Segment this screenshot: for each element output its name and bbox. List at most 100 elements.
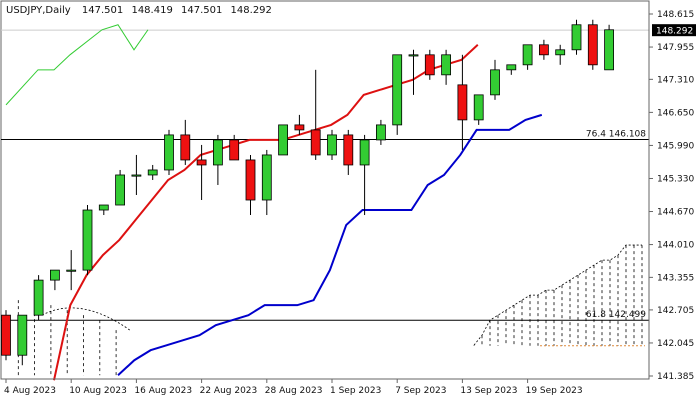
candle — [164, 129, 174, 175]
candle — [17, 314, 28, 366]
y-tick-label: 146.650 — [657, 108, 694, 118]
candle — [310, 69, 321, 160]
y-tick-label: 141.385 — [657, 372, 694, 382]
y-tick-label: 142.045 — [657, 339, 694, 349]
y-tick-label: 142.705 — [657, 306, 694, 316]
candle-body — [50, 269, 60, 281]
candle-body — [147, 169, 158, 176]
candle-body — [392, 54, 403, 126]
candle — [229, 134, 240, 161]
candle-body — [229, 139, 240, 161]
x-tick-label: 28 Aug 2023 — [265, 386, 323, 396]
fib-level-label: 76.4 146.108 — [586, 130, 646, 140]
x-tick-label: 4 Aug 2023 — [4, 386, 56, 396]
candle — [115, 169, 125, 206]
candle-body — [1, 314, 11, 356]
candle-body — [261, 154, 272, 201]
candle — [604, 24, 614, 71]
candle — [359, 134, 370, 216]
x-tick-label: 22 Aug 2023 — [200, 386, 258, 396]
candle-body — [457, 84, 468, 121]
candle-body — [115, 174, 125, 206]
candle-body — [131, 174, 142, 177]
candle-body — [196, 159, 207, 166]
candle — [587, 19, 598, 70]
x-tick-label: 10 Aug 2023 — [69, 386, 127, 396]
candle — [98, 204, 109, 216]
candle-body — [522, 44, 533, 66]
candle-body — [294, 124, 305, 131]
candle — [571, 19, 582, 55]
candle-body — [408, 54, 419, 57]
candle-body — [278, 124, 289, 156]
candle — [506, 64, 517, 75]
indicator-lines — [5, 24, 543, 381]
y-tick-label: 145.990 — [657, 141, 694, 151]
x-tick-label: 19 Sep 2023 — [526, 386, 583, 396]
lagging-span-line — [5, 24, 149, 106]
candle-body — [310, 129, 321, 156]
candle-body — [82, 209, 93, 271]
candle — [66, 250, 77, 291]
current-price-label: 148.292 — [656, 27, 693, 37]
y-tick-label: 144.010 — [657, 241, 694, 251]
candle — [490, 59, 500, 100]
candle — [245, 154, 256, 216]
x-tick-label: 16 Aug 2023 — [134, 386, 192, 396]
candle-body — [604, 29, 614, 71]
candle-body — [375, 124, 386, 141]
candle-body — [212, 139, 223, 166]
y-tick-label: 143.355 — [657, 273, 694, 283]
candle-body — [180, 134, 191, 161]
candle-body — [245, 159, 256, 201]
candle — [147, 164, 158, 180]
y-tick-label: 145.330 — [657, 174, 694, 184]
candle — [180, 119, 191, 165]
candle-body — [66, 269, 77, 272]
candle-body — [327, 134, 337, 156]
candle — [522, 44, 533, 70]
ohlc-close: 148.292 — [231, 5, 272, 16]
symbol-title: USDJPY,Daily 147.501 148.419 147.501 148… — [6, 5, 272, 16]
x-tick-label: 1 Sep 2023 — [330, 386, 381, 396]
candle — [50, 269, 60, 291]
candle-body — [17, 314, 28, 356]
candle-body — [359, 139, 370, 166]
candle — [343, 129, 354, 175]
candle-body — [473, 94, 484, 121]
ohlc-low: 147.501 — [181, 5, 222, 16]
candle — [392, 54, 403, 135]
candle — [408, 49, 419, 95]
candle-body — [441, 54, 452, 76]
candle — [457, 54, 468, 150]
cloud-edge-left — [41, 307, 131, 331]
y-tick-label: 148.615 — [657, 10, 694, 20]
candle — [375, 119, 386, 145]
candle-body — [539, 44, 549, 56]
candle — [441, 49, 452, 85]
candle — [294, 114, 305, 135]
candle-body — [506, 64, 517, 71]
candle-body — [164, 134, 174, 171]
conversion-line — [53, 44, 479, 381]
y-tick-label: 147.310 — [657, 75, 694, 85]
candle — [473, 94, 484, 125]
candle — [261, 149, 272, 216]
candle — [327, 129, 337, 160]
fib-level-label: 61.8 142.499 — [586, 310, 646, 320]
x-tick-label: 7 Sep 2023 — [395, 386, 446, 396]
candle — [424, 49, 435, 80]
candle-body — [98, 204, 109, 211]
candles — [1, 19, 614, 366]
candle — [131, 154, 142, 195]
candle — [1, 310, 11, 361]
candle-body — [490, 69, 500, 96]
candle — [278, 124, 289, 156]
candle-body — [571, 24, 582, 51]
y-tick-label: 144.670 — [657, 208, 694, 218]
candle-body — [343, 134, 354, 166]
candle — [539, 39, 549, 60]
ohlc-open: 147.501 — [82, 5, 123, 16]
